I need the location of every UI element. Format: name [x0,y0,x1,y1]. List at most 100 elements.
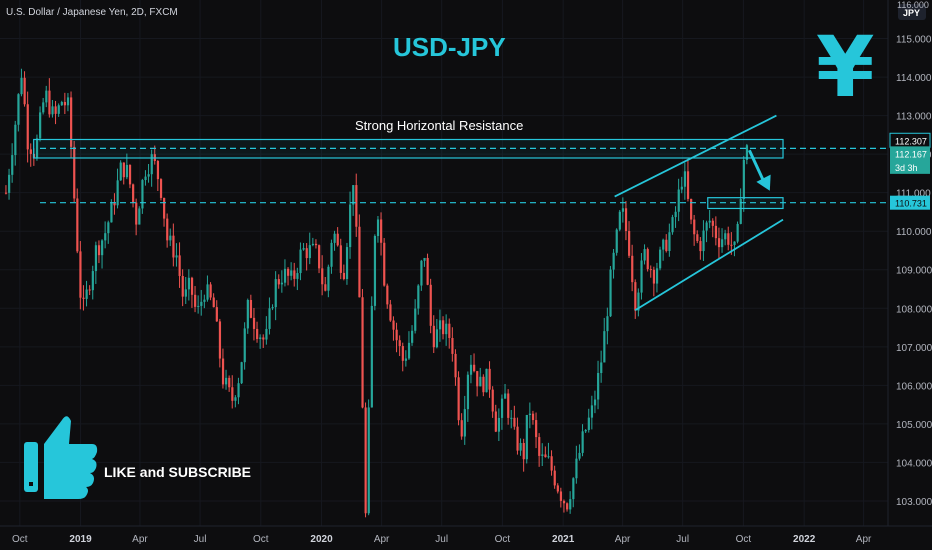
candle-body [581,431,584,453]
candle-body [209,284,212,298]
support-price-label: 110.731 [895,199,927,209]
candle-body [705,222,708,231]
candle-body [14,124,17,156]
candle-body [640,260,643,293]
candle-body [528,413,532,415]
candle-body [23,77,26,105]
candle-body [476,371,479,387]
candle-body [686,171,690,199]
candle-body [615,229,618,253]
candle-body [271,307,274,309]
candle-body [445,323,448,335]
candle-body [252,317,256,329]
candle-body [94,245,98,272]
candle-body [451,337,454,354]
y-tick-label: 107.000 [896,343,932,354]
candle-body [649,269,652,271]
candle-body [144,176,147,181]
candle-body [683,171,687,187]
candle-body [299,249,302,274]
candle-body [265,328,268,340]
candle-body [349,204,352,248]
candle-body [8,174,11,193]
candle-body [280,282,284,285]
candle-body [187,277,191,290]
candle-body [513,417,516,427]
candle-body [63,102,67,106]
candle-body [634,282,637,311]
candle-body [395,329,398,341]
candle-body [714,225,718,239]
candle-body [91,271,94,291]
x-tick-label: 2021 [552,534,575,545]
candle-body [339,245,342,273]
candle-body [600,362,603,374]
candle-body [166,218,169,241]
candle-body [482,376,485,393]
candle-body [448,323,451,338]
candle-body [184,289,187,297]
candle-body [690,198,693,220]
candle-body [274,279,277,308]
candle-body [314,243,318,246]
x-tick-label: Oct [736,534,752,545]
candle-body [547,456,550,458]
candle-body [717,238,721,248]
candle-body [386,285,389,305]
candle-body [628,231,631,256]
candle-body [302,248,305,250]
candle-body [367,407,370,514]
resistance-price-label: 112.307 [895,136,927,146]
candle-body [538,437,541,456]
candle-body [125,164,129,178]
candle-body [429,284,432,326]
candle-body [494,411,497,432]
candle-body [398,340,401,347]
countdown-label-box [890,159,930,174]
candle-body [566,503,569,510]
arrow-line [747,149,767,185]
candle-body [259,337,262,339]
candle-body [662,239,665,250]
candle-body [392,320,395,330]
candle-body [110,202,113,223]
yen-sign-icon: ¥ [816,18,874,116]
candle-body [104,233,107,241]
top-cut-price: 116.000 [897,0,929,10]
candle-body [569,499,572,510]
thumbs-up-icon [24,416,98,499]
x-tick-label: Apr [132,534,148,545]
candle-body [156,160,160,180]
candle-body [414,308,417,331]
candle-body [479,376,482,387]
candle-body [122,162,125,178]
candle-body [637,292,640,311]
candle-body [401,346,404,361]
candle-body [562,500,566,504]
candle-body [699,241,702,252]
candle-body [745,145,749,160]
candle-body [603,331,606,363]
candle-body [500,398,504,418]
candle-body [438,320,442,330]
candle-body [497,417,501,432]
candle-body [73,146,76,199]
candle-body [668,232,671,251]
candle-body [643,249,646,261]
currency-badge[interactable] [898,4,926,20]
candle-body [680,186,683,190]
candle-body [101,240,104,256]
candle-body [550,456,553,471]
time-axis[interactable]: Oct 2019 Apr Jul Oct 2020 Apr Jul Oct 2021 Apr Jul O… [12,534,872,545]
candle-body [404,358,408,361]
candle-body [618,211,621,230]
candle-body [324,284,327,291]
symbol-header[interactable]: U.S. Dollar / Japanese Yen, 2D, FXCM [6,7,178,18]
candle-body [17,94,20,125]
candle-body [218,321,222,359]
candle-body [293,270,296,279]
candle-body [221,358,225,385]
current-price-label: 112.167 [895,149,927,159]
